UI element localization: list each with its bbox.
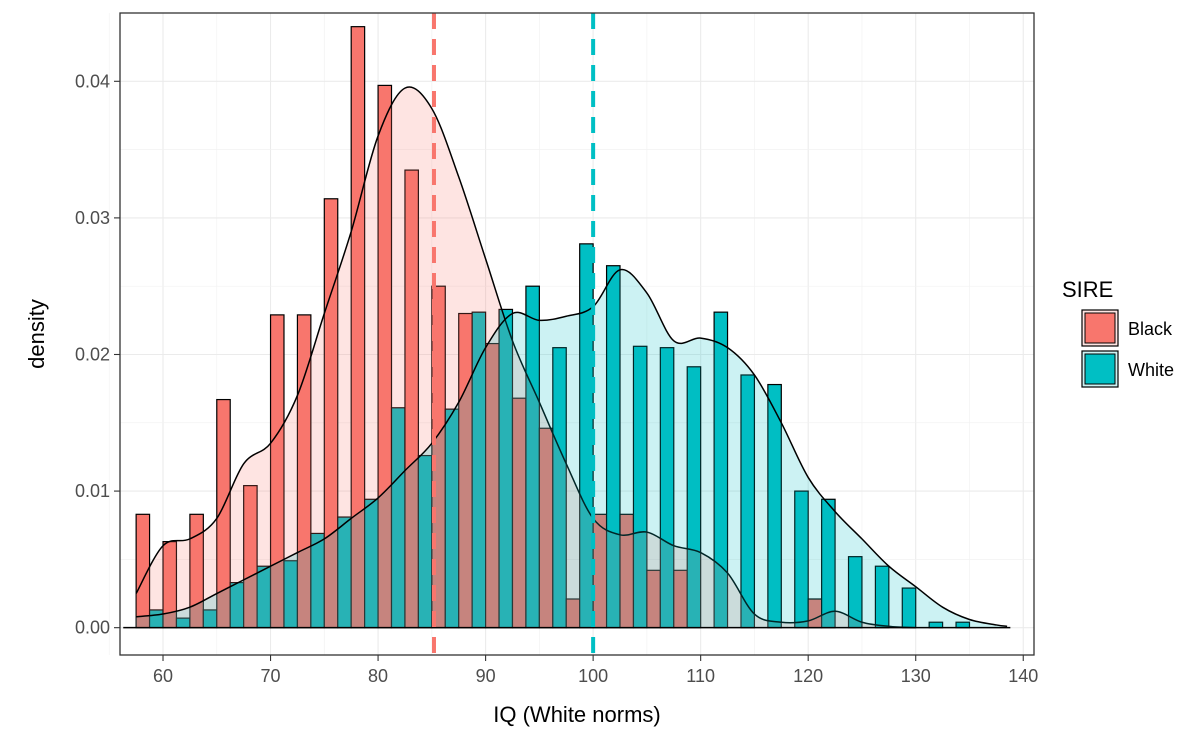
x-axis-title: IQ (White norms) xyxy=(493,702,660,727)
y-axis-tick-label: 0.02 xyxy=(75,344,110,364)
y-axis-tick-label: 0.01 xyxy=(75,481,110,501)
x-axis-tick-label: 60 xyxy=(153,666,173,686)
y-axis-tick-label: 0.03 xyxy=(75,208,110,228)
x-axis-tick-label: 90 xyxy=(476,666,496,686)
x-axis-tick-label: 130 xyxy=(901,666,931,686)
legend-label-black: Black xyxy=(1128,319,1173,339)
legend-swatch-white xyxy=(1084,353,1116,385)
x-axis-tick-label: 80 xyxy=(368,666,388,686)
density-area-white xyxy=(136,269,1008,628)
density-curves xyxy=(123,86,1011,629)
x-axis-tick-label: 140 xyxy=(1008,666,1038,686)
mean-lines xyxy=(431,13,596,655)
plot-panel-border xyxy=(119,12,1035,656)
legend-swatch-black xyxy=(1084,312,1116,344)
y-axis-tick-label: 0.04 xyxy=(75,71,110,91)
x-axis-tick-label: 70 xyxy=(261,666,281,686)
y-axis-title: density xyxy=(24,299,49,369)
legend-label-white: White xyxy=(1128,360,1174,380)
x-axis-tick-label: 120 xyxy=(793,666,823,686)
x-axis-tick-label: 110 xyxy=(686,666,715,686)
legend: SIRE Black White xyxy=(1062,277,1174,388)
density-line-white xyxy=(136,268,1008,628)
histogram-bars xyxy=(135,26,971,629)
axes: 60 70 80 90 100 110 120 130 140 0.00 0.01 0.02 0.03 0… xyxy=(24,12,1038,727)
density-line-black xyxy=(135,86,916,629)
legend-title: SIRE xyxy=(1062,277,1113,302)
y-axis-tick-label: 0.00 xyxy=(75,618,110,638)
x-axis-tick-label: 100 xyxy=(578,666,608,686)
density-area-black xyxy=(136,87,916,628)
